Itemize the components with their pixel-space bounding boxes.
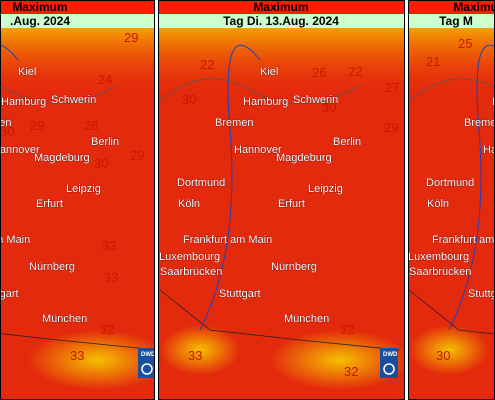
temperature: 32 <box>344 364 358 379</box>
hot-spot <box>28 330 155 390</box>
city-label: Berlin <box>91 136 119 148</box>
city-label: Hamburg <box>1 96 46 108</box>
city-label: Leipzig <box>66 183 101 195</box>
city-label: Schwerin <box>293 94 338 106</box>
temperature: 32 <box>340 322 354 337</box>
temperature: 30 <box>436 348 450 363</box>
city-label: Magdeburg <box>276 152 332 164</box>
temperature: 22 <box>200 57 214 72</box>
panel-title: Maximum <box>453 0 495 14</box>
city-label: Stuttgart <box>219 288 261 300</box>
city-label: Berlin <box>333 136 361 148</box>
border <box>408 289 495 335</box>
temperature: 33 <box>70 348 84 363</box>
hot-spot <box>270 330 405 390</box>
hot-spot <box>409 325 489 375</box>
city-label: Hamburg <box>492 96 495 108</box>
city-label: Erfurt <box>278 198 305 210</box>
temperature: 29 <box>384 120 398 135</box>
coast-line <box>408 78 495 103</box>
title-band <box>0 0 155 14</box>
hot-spot <box>160 325 240 375</box>
temperature: 29 <box>130 148 144 163</box>
city-label: Hamburg <box>243 96 288 108</box>
temperature: 28 <box>84 118 98 133</box>
panel-title: Maximum <box>12 0 67 14</box>
temperature: 22 <box>348 64 362 79</box>
city-label: Hannover <box>0 144 40 156</box>
coast-line <box>0 84 119 105</box>
city-label: Luxembourg <box>159 251 220 263</box>
city-label: Dortmund <box>426 177 474 189</box>
logo-text: DWD <box>141 352 156 358</box>
temperature: 30 <box>322 100 336 115</box>
temperature: 30 <box>182 92 196 107</box>
panel-date: Tag Di. 13.Aug. 2024 <box>223 14 339 28</box>
city-label: Bremen <box>464 117 495 129</box>
date-band <box>408 14 495 28</box>
city-label: Bremen <box>0 117 12 129</box>
city-label: Hannover <box>234 144 282 156</box>
city-label: Saarbrücken <box>409 266 471 278</box>
city-label: München <box>42 313 87 325</box>
city-label: Bremen <box>215 117 254 129</box>
temperature: 33 <box>102 238 116 253</box>
city-label: Stuttgart <box>468 288 495 300</box>
temperature: 25 <box>458 36 472 51</box>
logo-swirl <box>383 363 395 375</box>
city-label: Luxembourg <box>408 251 469 263</box>
north-gradient <box>0 28 155 98</box>
panel-date: .Aug. 2024 <box>10 14 70 28</box>
city-label: Erfurt <box>36 198 63 210</box>
title-band <box>408 0 495 14</box>
city-label: Leipzig <box>308 183 343 195</box>
map-panel: KielHamburgSchwerinBremenBerlinHannoverM… <box>408 0 495 400</box>
river <box>448 44 495 331</box>
city-label: Frankfurt am Main <box>0 234 30 246</box>
city-label: Schwerin <box>51 94 96 106</box>
border <box>159 289 401 351</box>
title-band <box>158 0 405 14</box>
temperature: 33 <box>104 270 118 285</box>
border <box>0 333 155 351</box>
date-band <box>158 14 405 28</box>
temperature: 24 <box>98 72 112 87</box>
temperature: 33 <box>188 348 202 363</box>
date-band <box>0 14 155 28</box>
city-label: Nürnberg <box>29 261 75 273</box>
city-label: Nürnberg <box>271 261 317 273</box>
city-label: München <box>284 313 329 325</box>
logo-text: DWD <box>383 352 398 358</box>
city-label: Dortmund <box>177 177 225 189</box>
north-gradient <box>408 28 495 98</box>
city-label: Frankfurt am Main <box>432 234 495 246</box>
temperature: 32 <box>100 322 114 337</box>
city-label: Köln <box>427 198 449 210</box>
temperature: 30 <box>0 124 14 139</box>
temperature: 29 <box>124 30 138 45</box>
river <box>199 44 261 331</box>
city-label: Kiel <box>260 66 278 78</box>
map-panel: KielHamburgSchwerinBremenBerlinHannoverM… <box>0 0 156 400</box>
temperature: 30 <box>94 156 108 171</box>
city-label: Hannover <box>483 144 495 156</box>
panel-date: Tag M <box>439 14 473 28</box>
temperature: 27 <box>385 80 399 95</box>
city-label: Saarbrücken <box>160 266 222 278</box>
city-label: Magdeburg <box>34 152 90 164</box>
north-gradient <box>158 28 405 98</box>
coast-line <box>158 78 361 105</box>
city-label: Stuttgart <box>0 288 19 300</box>
temperature: 26 <box>312 65 326 80</box>
temperature: 21 <box>426 54 440 69</box>
city-label: Frankfurt am Main <box>183 234 272 246</box>
panel-title: Maximum <box>253 0 308 14</box>
city-label: Kiel <box>18 66 36 78</box>
temperature: 29 <box>30 118 44 133</box>
logo-swirl <box>141 363 153 375</box>
city-label: Köln <box>178 198 200 210</box>
